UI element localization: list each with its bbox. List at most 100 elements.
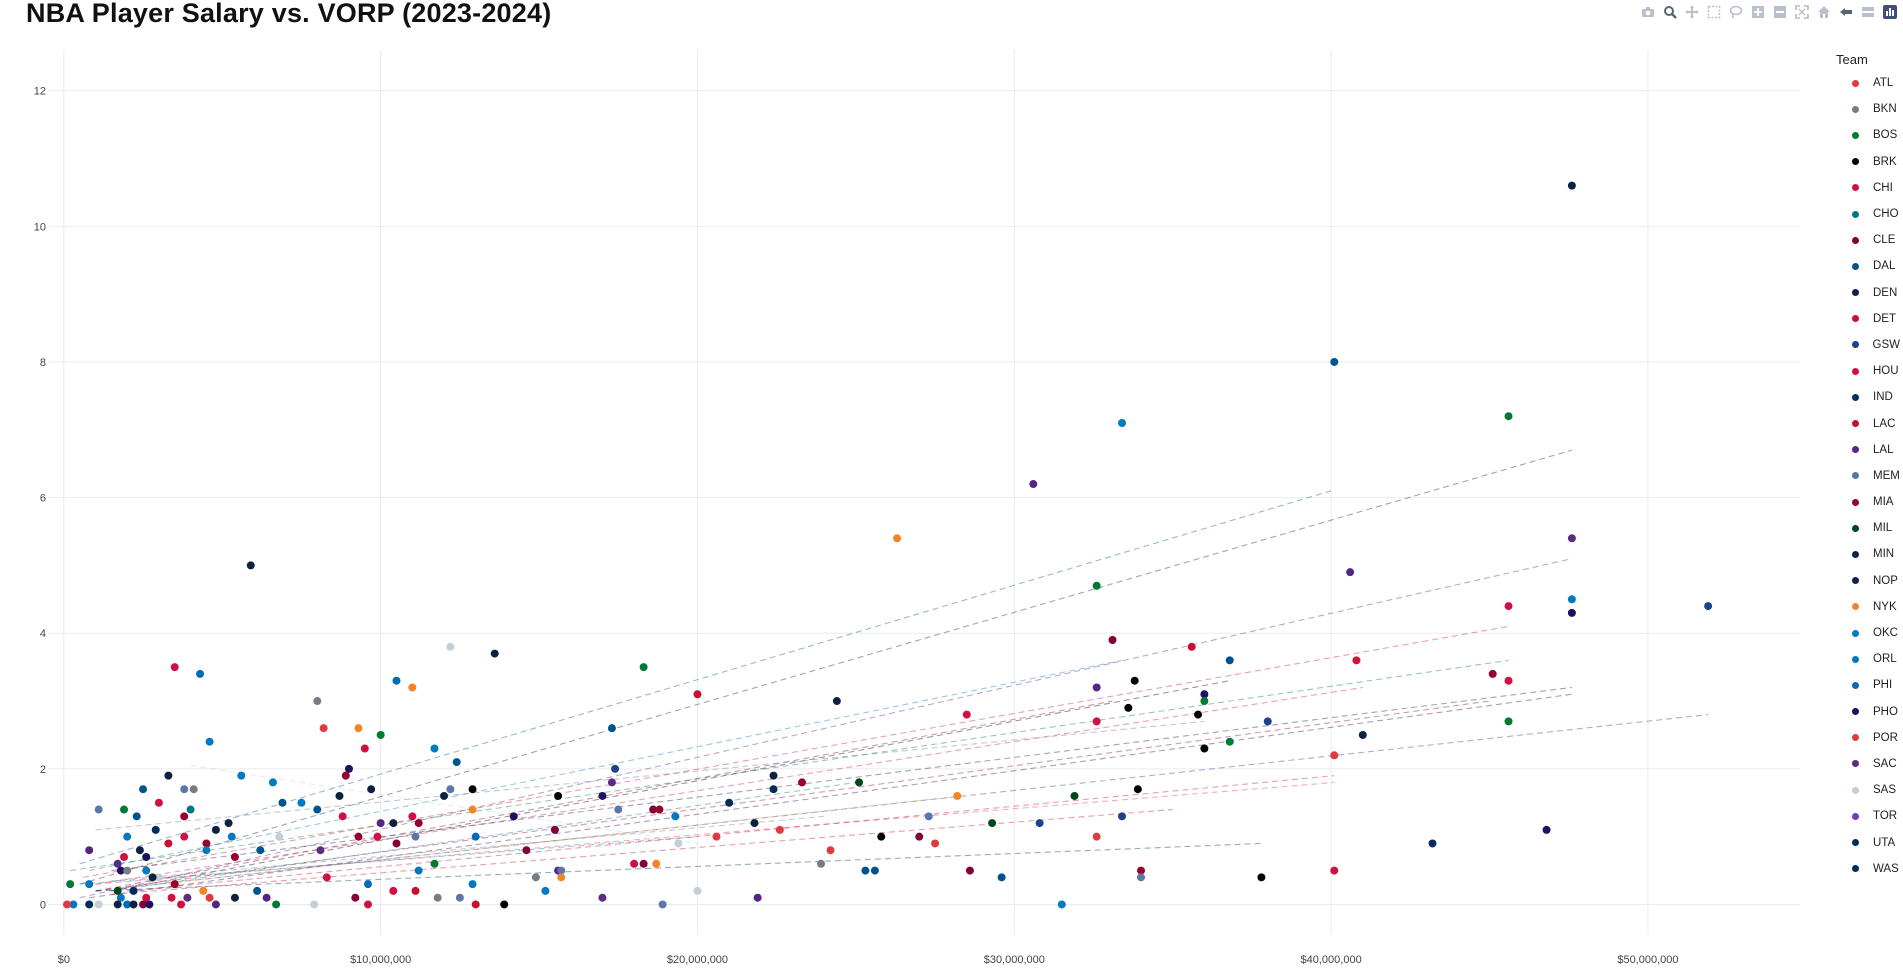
data-point-den-126[interactable] [135, 846, 144, 855]
legend-item-nop[interactable]: NOP [1836, 568, 1900, 594]
data-point-mil-171[interactable] [113, 886, 122, 895]
data-point-lac-15[interactable] [1187, 642, 1196, 651]
data-point-den-62[interactable] [367, 785, 376, 794]
data-point-bkn-179[interactable] [433, 893, 442, 902]
data-point-atl-116[interactable] [1092, 832, 1101, 841]
data-point-nyk-137[interactable] [652, 859, 661, 868]
data-point-chi-24[interactable] [1504, 676, 1513, 685]
legend-item-orl[interactable]: ORL [1836, 646, 1900, 672]
data-point-dal-94[interactable] [132, 812, 141, 821]
data-point-bos-9[interactable] [1092, 581, 1101, 590]
data-point-mem-69[interactable] [180, 785, 189, 794]
legend-item-pho[interactable]: PHO [1836, 699, 1900, 725]
data-point-cle-139[interactable] [639, 859, 648, 868]
data-point-sas-167[interactable] [693, 886, 702, 895]
data-point-sac-131[interactable] [316, 846, 325, 855]
legend-item-mia[interactable]: MIA [1836, 489, 1900, 515]
data-point-det-200[interactable] [471, 900, 480, 909]
legend-item-phi[interactable]: PHI [1836, 672, 1900, 698]
data-point-nyk-27[interactable] [408, 683, 417, 692]
data-point-atl-122[interactable] [931, 839, 940, 848]
data-point-chi-95[interactable] [338, 812, 347, 821]
data-point-den-44[interactable] [1358, 730, 1367, 739]
data-point-cle-120[interactable] [392, 839, 401, 848]
legend-item-uta[interactable]: UTA [1836, 829, 1900, 855]
data-point-phi-26[interactable] [392, 676, 401, 685]
data-point-okc-3[interactable] [1118, 418, 1127, 427]
data-point-lal-4[interactable] [1029, 480, 1038, 489]
data-point-hou-199[interactable] [363, 900, 372, 909]
data-point-dal-1[interactable] [1330, 357, 1339, 366]
data-point-okc-150[interactable] [142, 866, 151, 875]
data-point-nyk-154[interactable] [557, 873, 566, 882]
data-point-mem-87[interactable] [614, 805, 623, 814]
data-point-orl-191[interactable] [69, 900, 78, 909]
data-point-chi-145[interactable] [1330, 866, 1339, 875]
data-point-uta-193[interactable] [85, 900, 94, 909]
data-point-gsw-101[interactable] [1035, 819, 1044, 828]
data-point-mil-58[interactable] [855, 778, 864, 787]
data-point-bos-198[interactable] [272, 900, 281, 909]
data-point-chi-19[interactable] [1352, 656, 1361, 665]
data-point-okc-118[interactable] [227, 832, 236, 841]
legend-item-por[interactable]: POR [1836, 725, 1900, 751]
data-point-okc-59[interactable] [268, 778, 277, 787]
data-point-bos-20[interactable] [639, 663, 648, 672]
data-point-mia-60[interactable] [798, 778, 807, 787]
data-point-dal-83[interactable] [313, 805, 322, 814]
data-point-nyk-5[interactable] [893, 534, 902, 543]
data-point-okc-79[interactable] [297, 798, 306, 807]
data-point-bos-31[interactable] [1200, 697, 1209, 706]
data-point-sas-189[interactable] [310, 900, 319, 909]
data-point-okc-10[interactable] [1567, 595, 1576, 604]
data-point-hou-37[interactable] [1092, 717, 1101, 726]
data-point-bkn-136[interactable] [817, 859, 826, 868]
data-point-mem-81[interactable] [94, 805, 103, 814]
legend-item-was[interactable]: WAS [1836, 856, 1900, 882]
data-point-okc-47[interactable] [430, 744, 439, 753]
legend-item-dal[interactable]: DAL [1836, 253, 1900, 279]
legend-item-bos[interactable]: BOS [1836, 122, 1900, 148]
data-point-cle-85[interactable] [649, 805, 658, 814]
data-point-min-159[interactable] [148, 873, 157, 882]
data-point-uta-67[interactable] [769, 785, 778, 794]
data-point-pho-202[interactable] [145, 900, 154, 909]
legend-item-tor[interactable]: TOR [1836, 803, 1900, 829]
data-point-den-70[interactable] [440, 791, 449, 800]
data-point-gsw-11[interactable] [1704, 602, 1713, 611]
data-point-okc-57[interactable] [237, 771, 246, 780]
data-point-chi-182[interactable] [167, 893, 176, 902]
data-point-hou-35[interactable] [962, 710, 971, 719]
data-point-brk-156[interactable] [1257, 873, 1266, 882]
data-point-orl-113[interactable] [123, 832, 132, 841]
data-point-mem-66[interactable] [446, 785, 455, 794]
data-point-sas-16[interactable] [446, 642, 455, 651]
reset-axes-icon[interactable] [1815, 3, 1833, 21]
data-point-den-56[interactable] [769, 771, 778, 780]
legend-item-nyk[interactable]: NYK [1836, 594, 1900, 620]
data-point-dal-18[interactable] [1225, 656, 1234, 665]
data-point-mil-100[interactable] [988, 819, 997, 828]
data-point-bos-82[interactable] [120, 805, 129, 814]
data-point-mem-178[interactable] [455, 893, 464, 902]
data-point-dal-155[interactable] [997, 873, 1006, 882]
data-point-hou-133[interactable] [120, 853, 129, 862]
data-point-nyk-75[interactable] [953, 791, 962, 800]
data-point-dal-169[interactable] [253, 886, 262, 895]
data-point-sas-121[interactable] [674, 839, 683, 848]
legend-item-lac[interactable]: LAC [1836, 410, 1900, 436]
legend-item-ind[interactable]: IND [1836, 384, 1900, 410]
compare-hover-icon[interactable] [1859, 3, 1877, 21]
data-point-mia-99[interactable] [414, 819, 423, 828]
data-point-pho-134[interactable] [142, 853, 151, 862]
data-point-bkn-63[interactable] [189, 785, 198, 794]
data-point-den-104[interactable] [211, 825, 220, 834]
data-point-brk-34[interactable] [1124, 703, 1133, 712]
data-point-bos-162[interactable] [66, 880, 75, 889]
legend-item-mil[interactable]: MIL [1836, 515, 1900, 541]
data-point-cle-130[interactable] [522, 846, 531, 855]
data-point-dal-64[interactable] [139, 785, 148, 794]
data-point-mia-165[interactable] [170, 880, 179, 889]
data-point-mia-135[interactable] [230, 853, 239, 862]
data-point-cle-201[interactable] [139, 900, 148, 909]
